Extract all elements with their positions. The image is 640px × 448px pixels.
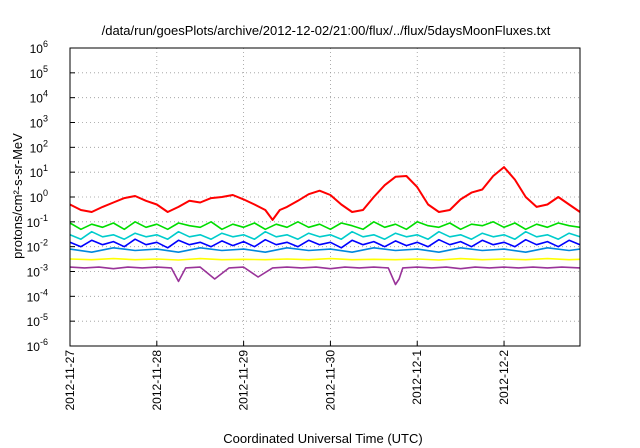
y-tick-label: 10-2 <box>27 238 48 255</box>
y-tick-label: 10-3 <box>27 263 48 280</box>
y-tick-label: 101 <box>30 163 48 180</box>
series-line-3 <box>69 238 581 249</box>
y-tick-label: 106 <box>30 39 48 56</box>
grid <box>70 48 580 346</box>
y-tick-label: 100 <box>30 188 48 205</box>
series-line-6 <box>69 266 581 286</box>
y-tick-labels: 106 105 104 103 102 101 100 10-1 10-2 10-3 10-4 10-… <box>27 39 75 354</box>
y-tick-label: 10-1 <box>27 213 48 230</box>
series-line-0 <box>69 166 581 221</box>
y-tick-label: 10-5 <box>27 312 48 329</box>
x-tick-label: 2012-12-2 <box>497 350 511 405</box>
y-tick-label: 10-6 <box>27 337 48 354</box>
x-tick-label: 2012-11-30 <box>323 350 337 411</box>
y-axis-title: protons/cm²-s-sr-MeV <box>10 133 25 259</box>
y-tick-label: 104 <box>30 89 48 106</box>
y-tick-label: 102 <box>30 138 48 155</box>
x-tick-label: 2012-12-1 <box>410 350 424 405</box>
series-layer <box>69 166 581 286</box>
y-tick-label: 103 <box>30 114 48 131</box>
y-tick-label: 105 <box>30 64 48 81</box>
series-line-2 <box>69 230 581 240</box>
chart-title: /data/run/goesPlots/archive/2012-12-02/2… <box>102 23 551 38</box>
series-line-1 <box>69 221 581 231</box>
series-line-5 <box>69 257 581 261</box>
x-tick-labels: 2012-11-27 2012-11-28 2012-11-29 2012-11-30… <box>63 341 511 411</box>
x-tick-label: 2012-11-29 <box>237 350 251 411</box>
x-tick-label: 2012-11-27 <box>63 350 77 411</box>
series-line-4 <box>69 247 581 253</box>
x-axis-title: Coordinated Universal Time (UTC) <box>223 431 422 446</box>
y-tick-label: 10-4 <box>27 287 48 304</box>
x-tick-label: 2012-11-28 <box>150 350 164 411</box>
